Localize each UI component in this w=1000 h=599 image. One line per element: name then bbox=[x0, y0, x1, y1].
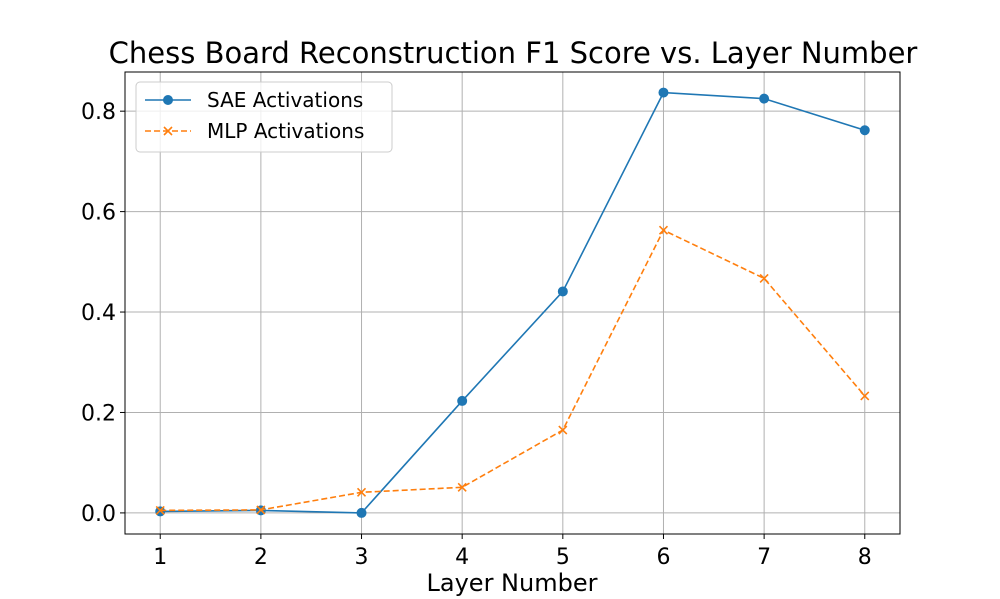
x-tick-label: 3 bbox=[355, 545, 369, 570]
x-tick-label: 6 bbox=[656, 545, 670, 570]
data-point bbox=[759, 93, 770, 104]
legend-box bbox=[135, 81, 393, 153]
series-line-1 bbox=[160, 91, 866, 514]
x-tick-label: 5 bbox=[556, 545, 570, 570]
x-tick-label: 8 bbox=[858, 545, 872, 570]
grid bbox=[125, 72, 900, 534]
data-point bbox=[457, 395, 468, 406]
legend: SAE Activations MLP Activations bbox=[135, 81, 393, 153]
y-tick-label: 0.6 bbox=[81, 201, 116, 226]
x-tick-label: 4 bbox=[455, 545, 469, 570]
plot-frame bbox=[124, 71, 901, 535]
ticks: 1 2 3 4 5 6 7 8 0.0 0.2 0.4 0.6 0.8 bbox=[81, 100, 872, 570]
x-tick-label: 2 bbox=[254, 545, 268, 570]
x-tick-label: 7 bbox=[757, 545, 771, 570]
chart-title: Chess Board Reconstruction F1 Score vs. … bbox=[109, 36, 918, 70]
legend-label: MLP Activations bbox=[207, 119, 364, 143]
x-axis-label: Layer Number bbox=[427, 569, 598, 597]
x-tick-label: 1 bbox=[153, 545, 167, 570]
y-tick-label: 0.2 bbox=[81, 401, 116, 426]
data-point bbox=[256, 505, 266, 515]
data-point bbox=[163, 126, 173, 136]
data-point bbox=[163, 95, 173, 105]
data-point bbox=[558, 425, 568, 435]
y-tick-label: 0.8 bbox=[81, 100, 116, 125]
data-point bbox=[860, 391, 870, 401]
data-point bbox=[457, 482, 467, 492]
data-point bbox=[759, 273, 769, 283]
data-point bbox=[557, 286, 568, 297]
y-tick-label: 0.0 bbox=[81, 502, 116, 527]
legend-label: SAE Activations bbox=[207, 88, 363, 112]
data-point bbox=[155, 505, 165, 515]
data-point bbox=[356, 487, 367, 497]
y-tick-label: 0.4 bbox=[81, 301, 116, 326]
series-layer bbox=[155, 87, 870, 518]
data-point bbox=[658, 225, 669, 235]
series-line-2 bbox=[160, 229, 866, 512]
data-point bbox=[356, 507, 367, 518]
data-point bbox=[658, 87, 669, 98]
data-point bbox=[859, 125, 870, 136]
